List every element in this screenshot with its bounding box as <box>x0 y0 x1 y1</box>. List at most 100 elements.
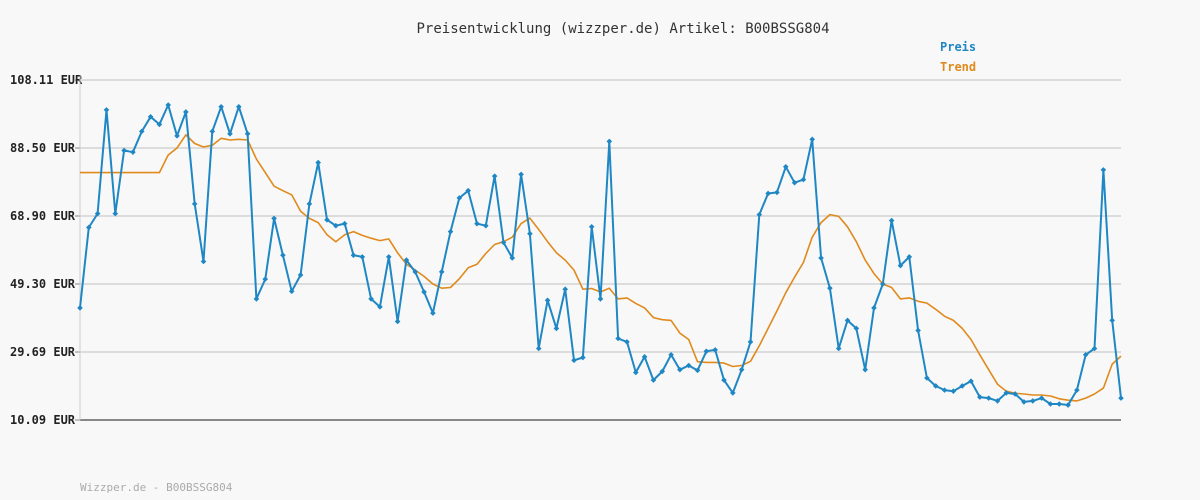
data-point <box>315 159 321 166</box>
data-point <box>588 223 595 230</box>
data-point <box>782 163 789 170</box>
data-point <box>465 187 471 194</box>
data-point <box>1109 317 1115 324</box>
data-point <box>694 367 701 374</box>
data-point <box>235 103 242 110</box>
data-point <box>606 138 613 145</box>
legend-trend: Trend <box>940 60 976 74</box>
data-point <box>994 398 1001 404</box>
data-point <box>827 285 833 291</box>
data-point <box>632 369 639 376</box>
data-point <box>1003 390 1010 396</box>
data-point <box>244 130 251 137</box>
data-point <box>641 354 648 360</box>
data-point <box>324 217 330 223</box>
data-point <box>818 255 824 261</box>
data-point <box>888 217 895 224</box>
data-point <box>1100 167 1107 173</box>
data-point <box>615 335 621 342</box>
data-point <box>297 272 304 278</box>
data-point <box>959 383 966 389</box>
data-point <box>853 325 860 332</box>
data-point <box>280 252 286 259</box>
data-point <box>271 215 277 222</box>
data-point <box>527 230 533 237</box>
data-point <box>985 395 992 401</box>
data-point <box>924 375 930 381</box>
data-point <box>103 107 110 113</box>
data-point <box>685 362 692 369</box>
series-preis <box>77 102 1124 408</box>
data-point <box>1082 351 1089 358</box>
data-point <box>977 394 983 400</box>
data-point <box>1056 401 1063 407</box>
data-point <box>200 258 207 265</box>
data-point <box>262 276 269 282</box>
y-tick-label: 88.50 EUR <box>10 141 76 155</box>
data-point <box>368 296 374 302</box>
data-point <box>1021 399 1027 405</box>
data-point <box>880 281 886 287</box>
data-point <box>941 387 948 393</box>
data-point <box>77 305 83 311</box>
data-point <box>809 136 816 143</box>
data-point <box>183 109 189 115</box>
data-point <box>500 239 507 246</box>
data-point <box>1029 398 1036 404</box>
data-point <box>86 224 92 231</box>
data-point <box>421 289 427 295</box>
y-tick-label: 49.30 EUR <box>10 277 76 291</box>
data-point <box>871 305 877 311</box>
data-point <box>509 255 516 261</box>
data-point <box>430 310 436 316</box>
data-point <box>906 254 913 260</box>
data-point <box>138 128 145 135</box>
data-point <box>677 366 683 373</box>
data-point <box>253 296 260 302</box>
legend-preis: Preis <box>940 40 976 54</box>
data-point <box>844 317 851 324</box>
data-point <box>721 377 727 383</box>
data-point <box>862 366 868 373</box>
data-point <box>950 388 957 394</box>
data-point <box>597 296 604 302</box>
data-point <box>544 297 551 304</box>
data-point <box>377 304 383 310</box>
data-point <box>474 220 480 227</box>
footer-credit: Wizzper.de - B00BSSG804 <box>80 481 233 494</box>
data-point <box>730 390 736 396</box>
data-point <box>835 345 842 352</box>
data-point <box>791 179 798 186</box>
data-point <box>1074 387 1080 393</box>
data-point <box>703 348 710 355</box>
data-point <box>1038 395 1045 401</box>
y-tick-label: 68.90 EUR <box>10 209 76 223</box>
data-point <box>580 354 586 361</box>
y-axis-ticks: 108.11 EUR 88.50 EUR 68.90 EUR 49.30 EUR 29.… <box>10 73 83 427</box>
data-point <box>350 252 357 259</box>
data-point <box>333 222 339 229</box>
data-point <box>756 211 763 218</box>
data-point <box>403 257 410 263</box>
data-point <box>112 210 119 217</box>
data-point <box>535 345 542 352</box>
data-point <box>341 220 348 227</box>
data-point <box>1091 345 1098 352</box>
data-point <box>747 339 754 345</box>
series-line-trend <box>80 134 1122 402</box>
data-point <box>650 377 657 383</box>
series-line-preis <box>79 104 1122 406</box>
data-point <box>147 114 154 120</box>
data-point <box>897 262 904 269</box>
data-point <box>359 254 366 260</box>
data-point <box>738 366 745 373</box>
data-point <box>191 201 198 207</box>
data-point <box>165 102 172 108</box>
chart-title: Preisentwicklung (wizzper.de) Artikel: B… <box>416 21 829 37</box>
data-point <box>174 133 180 139</box>
grid-lines <box>80 79 1121 354</box>
data-point <box>1065 402 1071 408</box>
data-point <box>447 228 454 235</box>
data-point <box>121 147 127 154</box>
